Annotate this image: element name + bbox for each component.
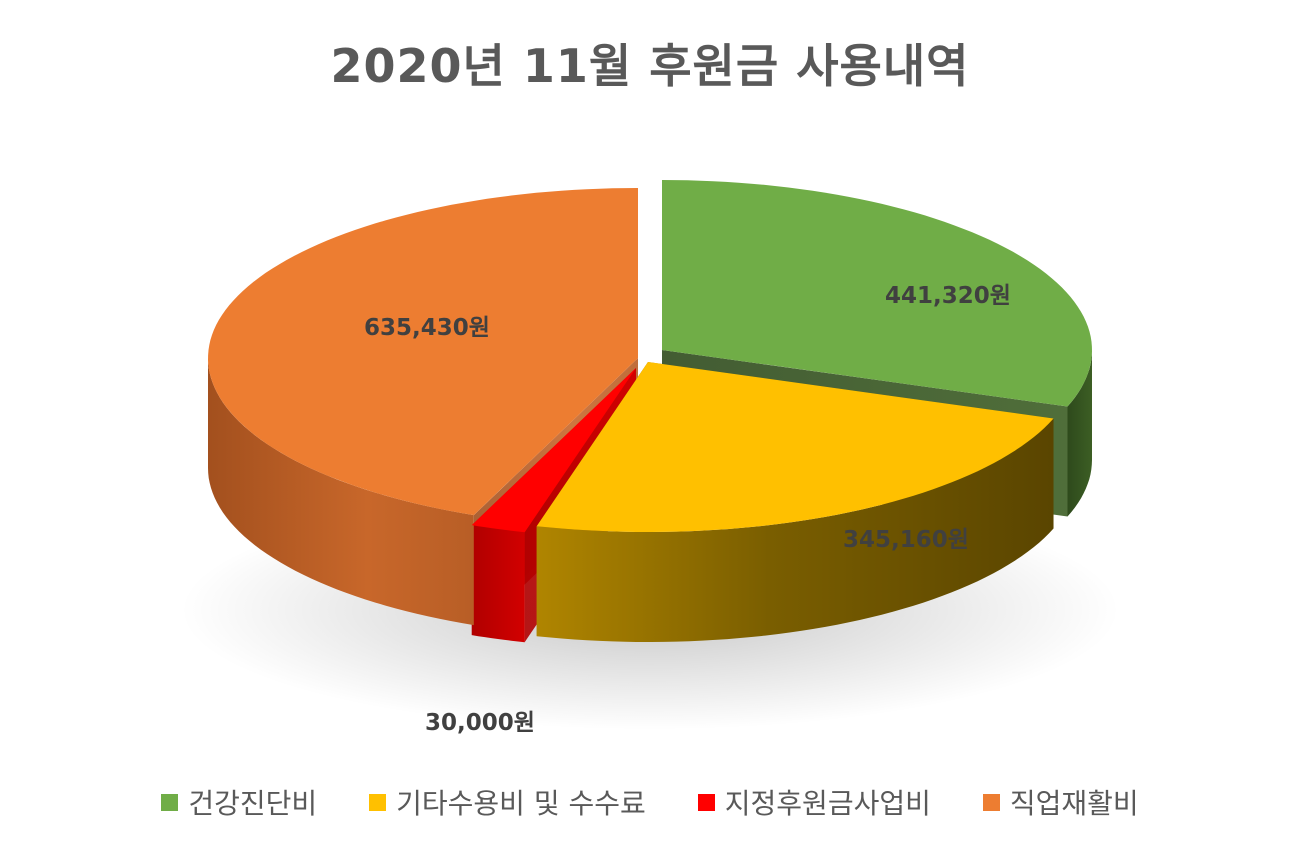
pie-slice-designated-donation-project	[471, 368, 636, 533]
data-label-health-checkup: 441,320원	[885, 283, 1011, 309]
legend-swatch-health-checkup	[161, 793, 179, 811]
data-label-designated-donation-project: 30,000원	[425, 710, 535, 736]
pie-slice-health-checkup	[662, 180, 1092, 407]
legend-label-misc-supplies-fees: 기타수용비 및 수수료	[396, 787, 646, 820]
legend-item-designated-donation-project: 지정후원금사업비	[697, 782, 931, 822]
pie-tops	[208, 180, 1092, 533]
legend-label-health-checkup: 건강진단비	[188, 787, 318, 820]
legend-swatch-misc-supplies-fees	[369, 793, 387, 811]
legend-label-designated-donation-project: 지정후원금사업비	[724, 787, 931, 820]
data-label-vocational-rehab: 635,430원	[364, 315, 490, 341]
pie-slice-misc-supplies-fees	[536, 362, 1054, 532]
legend-item-health-checkup: 건강진단비	[161, 782, 317, 822]
legend-swatch-vocational-rehab	[982, 793, 1000, 811]
pie-side-health-checkup	[1067, 350, 1092, 517]
legend-label-vocational-rehab: 직업재활비	[1009, 787, 1139, 820]
chart-title: 2020년 11월 후원금 사용내역	[330, 39, 970, 93]
pie-side-vocational-rehab	[208, 358, 474, 626]
legend-item-vocational-rehab: 직업재활비	[982, 782, 1139, 822]
pie-side-designated-donation-project	[471, 525, 525, 643]
pie-side-misc-supplies-fees	[536, 418, 1054, 642]
legend-item-misc-supplies-fees: 기타수용비 및 수수료	[369, 782, 646, 822]
data-label-misc-supplies-fees: 345,160원	[843, 527, 969, 553]
legend-swatch-designated-donation-project	[697, 793, 715, 811]
legend: 건강진단비 기타수용비 및 수수료 지정후원금사업비 직업재활비	[0, 782, 1300, 822]
pie-slice-vocational-rehab	[208, 188, 638, 516]
